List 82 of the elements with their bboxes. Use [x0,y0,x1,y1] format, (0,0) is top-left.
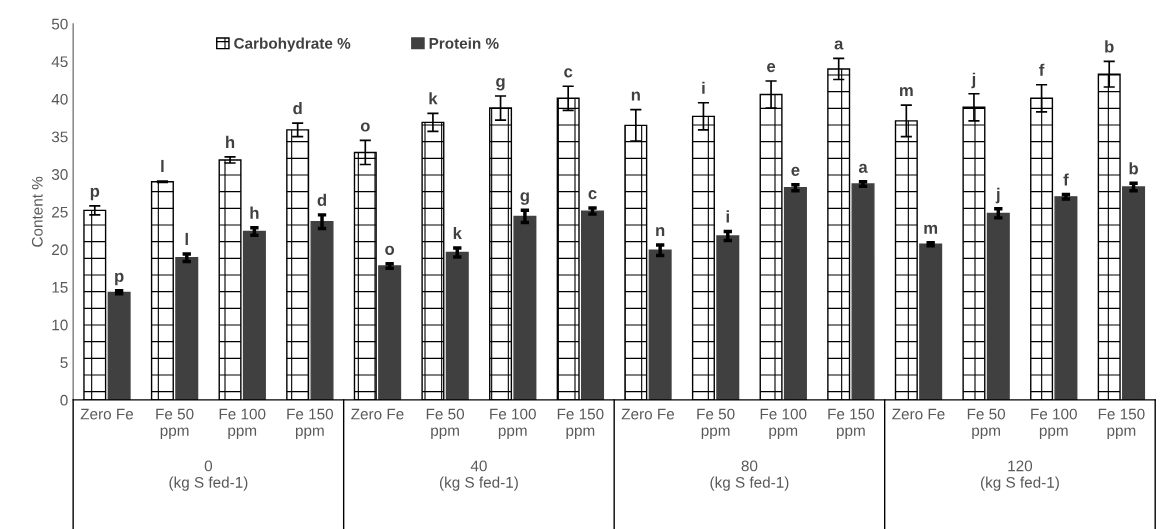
data-label: a [834,40,844,50]
y-axis-title: Content % [31,176,43,247]
x-tick-label: Fe 100 ppm [219,408,266,439]
y-tick-label: 40 [51,93,68,105]
data-label: g [496,77,505,91]
data-label: o [360,122,370,132]
y-tick-label: 15 [52,282,68,293]
y-tick-label: 35 [51,131,68,143]
data-label: j [995,187,1000,204]
text: 0 (kg S fed-1) [169,460,248,491]
data-label: e [767,62,776,73]
data-label: p [115,272,124,286]
data-label: d [293,102,302,115]
x-tick-label: Fe 150 ppm [557,408,604,439]
data-label: d [317,193,327,207]
bar [919,243,943,400]
data-label: m [924,224,938,234]
data-label: o [385,245,395,255]
x-tick-label: Fe 50 ppm [967,408,1006,439]
bar [716,235,740,400]
x-tick-label: Fe 50 ppm [697,408,735,439]
data-label: j [971,72,976,89]
data-label: e [791,166,800,176]
bar [986,212,1010,400]
bar [107,291,131,400]
data-label: c [564,68,573,78]
data-label: l [161,159,164,173]
x-tick-label: Fe 50 ppm [156,408,194,439]
data-label: l [185,232,188,245]
x-tick-label: Fe 50 ppm [426,408,465,439]
y-tick-label: 0 [60,394,68,406]
x-tick-label: Fe 150 ppm [287,408,334,439]
data-label: a [858,163,868,173]
x-tick-label: Fe 150 ppm [1098,408,1145,439]
y-tick-label: 50 [51,18,68,30]
data-label: n [631,91,640,101]
data-label: c [588,190,597,200]
x-tick-label: Zero Fe [621,408,675,420]
data-label: h [226,135,235,148]
data-label: i [702,81,705,94]
bar [1122,186,1146,400]
data-label: k [453,226,462,239]
y-tick-label: 20 [52,244,68,256]
x-tick-label: Fe 100 ppm [490,408,536,439]
data-label: h [250,206,259,219]
text: 80 (kg S fed-1) [710,460,789,491]
bar [648,249,672,400]
y-tick-label: 45 [51,56,68,68]
bar [1054,196,1078,400]
legend-label: Protein % [429,37,499,49]
data-label: b [1105,40,1114,53]
y-tick-label: 25 [52,206,68,218]
data-label: m [900,87,913,97]
x-tick-label: Fe 100 ppm [760,408,807,439]
data-label: k [429,92,438,105]
bar [242,230,266,400]
x-tick-label: Fe 150 ppm [828,408,875,439]
legend-label: Carbohydrate % [234,37,351,52]
data-label: g [520,192,529,205]
text: 120 (kg S fed-1) [980,460,1059,491]
bar [851,183,875,400]
data-label: b [1129,162,1138,175]
data-label: f [1039,63,1045,76]
y-tick-label: 5 [60,357,68,368]
data-label: n [656,226,665,236]
y-tick-label: 10 [52,319,68,331]
x-tick-label: Zero Fe [892,408,945,420]
y-tick-label: 30 [51,169,68,180]
bar [513,215,537,400]
data-label: i [726,210,729,223]
bar [581,210,605,400]
bar [783,187,807,400]
bar [175,257,199,400]
x-tick-label: Zero Fe [80,408,134,420]
bar [310,220,334,400]
data-label: p [90,187,100,201]
x-tick-label: Zero Fe [351,408,404,420]
bar [378,265,402,400]
x-tick-label: Fe 100 ppm [1031,408,1077,439]
data-label: f [1063,173,1069,186]
text: 40 (kg S fed-1) [439,460,518,491]
bar [445,251,469,400]
